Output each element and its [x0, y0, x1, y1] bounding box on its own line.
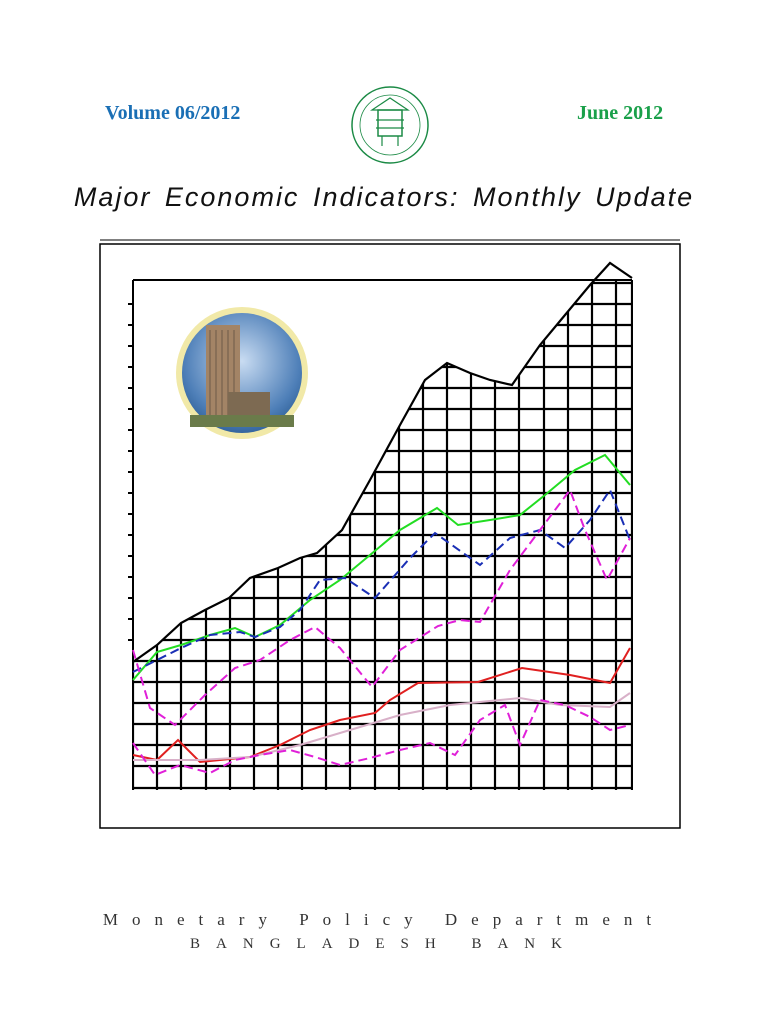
decor-lines — [132, 453, 631, 777]
bank-logo — [351, 86, 429, 164]
cover-title: Major Economic Indicators: Monthly Updat… — [73, 182, 695, 212]
outline-curve — [132, 261, 633, 663]
axes — [128, 279, 633, 790]
issue-date: June 2012 — [577, 102, 664, 124]
building-photo — [176, 307, 308, 439]
bank-name: BANGLADESH BANK — [190, 936, 578, 952]
department: Monetary Policy Department — [102, 910, 666, 929]
chart-frame — [99, 239, 681, 829]
volume: Volume 06/2012 — [105, 102, 241, 124]
